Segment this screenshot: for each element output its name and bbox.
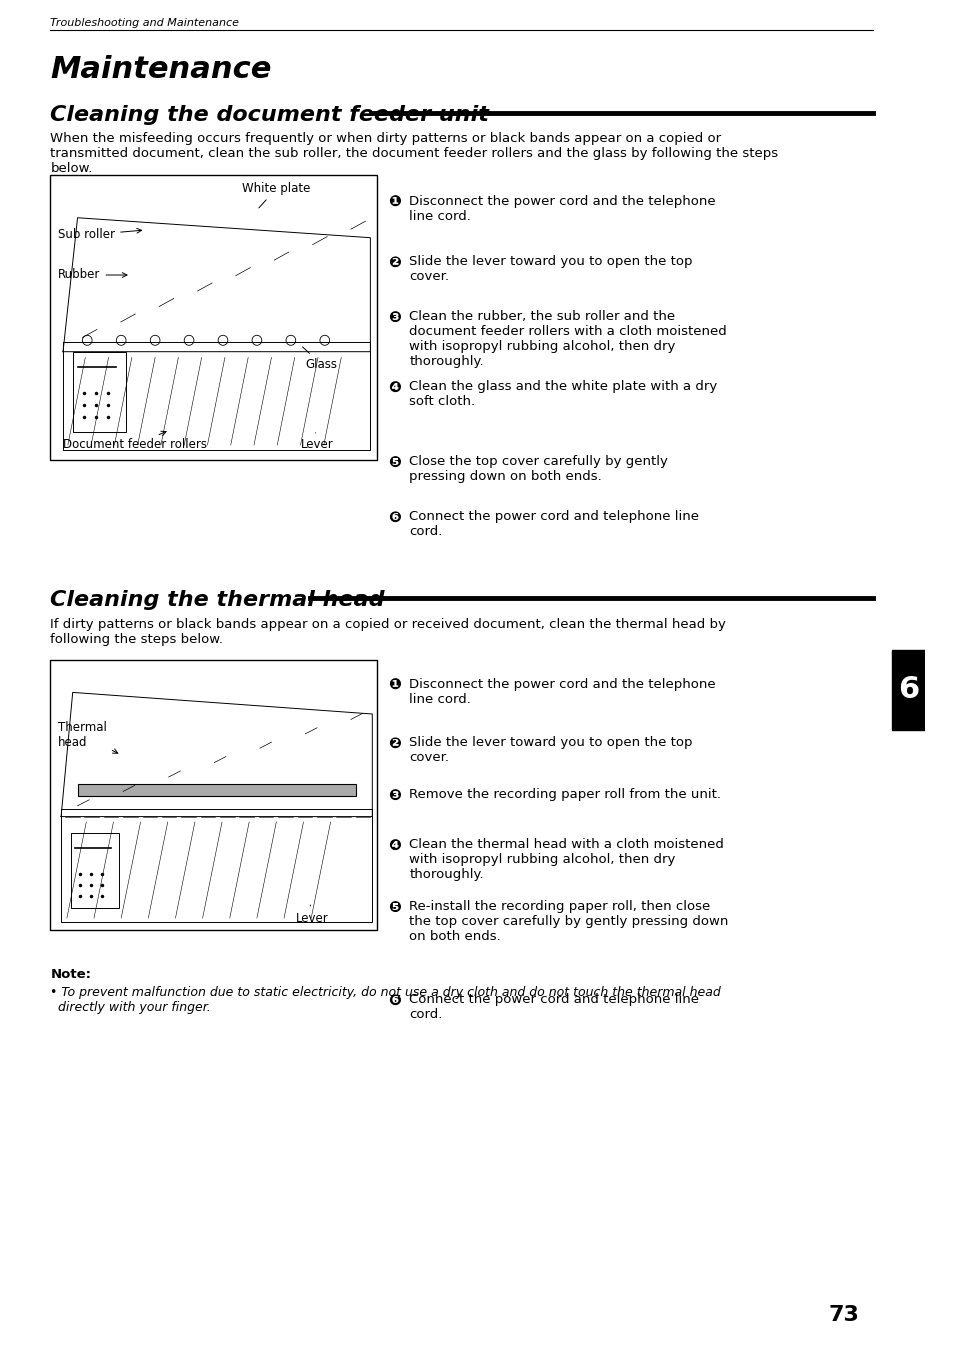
Bar: [51, 660, 376, 929]
Text: Slide the lever toward you to open the top
cover.: Slide the lever toward you to open the t…: [409, 255, 692, 283]
Text: ❶: ❶: [388, 679, 400, 693]
Text: When the misfeeding occurs frequently or when dirty patterns or black bands appe: When the misfeeding occurs frequently or…: [51, 132, 778, 175]
Text: ❸: ❸: [388, 310, 400, 325]
Text: ❻: ❻: [388, 993, 400, 1008]
Text: Troubleshooting and Maintenance: Troubleshooting and Maintenance: [51, 18, 239, 28]
Bar: [891, 650, 924, 730]
Text: Thermal
head: Thermal head: [58, 720, 117, 753]
Bar: [72, 352, 126, 432]
Text: Slide the lever toward you to open the top
cover.: Slide the lever toward you to open the t…: [409, 737, 692, 764]
Text: Cleaning the document feeder unit: Cleaning the document feeder unit: [51, 105, 489, 125]
Text: ❸: ❸: [388, 788, 400, 803]
Text: Sub roller: Sub roller: [58, 228, 141, 241]
Text: Disconnect the power cord and the telephone
line cord.: Disconnect the power cord and the teleph…: [409, 196, 715, 223]
Bar: [51, 175, 376, 460]
Text: ❹: ❹: [388, 380, 400, 395]
Text: Remove the recording paper roll from the unit.: Remove the recording paper roll from the…: [409, 788, 720, 801]
Bar: [77, 784, 355, 796]
Text: Lever: Lever: [295, 905, 328, 924]
Text: Maintenance: Maintenance: [51, 55, 272, 84]
Text: • To prevent malfunction due to static electricity, do not use a dry cloth and d: • To prevent malfunction due to static e…: [51, 986, 720, 1014]
Text: ❺: ❺: [388, 455, 400, 469]
Text: Re-install the recording paper roll, then close
the top cover carefully by gentl: Re-install the recording paper roll, the…: [409, 900, 728, 943]
Text: Glass: Glass: [302, 347, 337, 371]
Text: ❺: ❺: [388, 900, 400, 915]
Text: Document feeder rollers: Document feeder rollers: [63, 432, 207, 452]
Text: Disconnect the power cord and the telephone
line cord.: Disconnect the power cord and the teleph…: [409, 679, 715, 706]
Text: ❻: ❻: [388, 510, 400, 525]
Text: Clean the glass and the white plate with a dry
soft cloth.: Clean the glass and the white plate with…: [409, 380, 717, 407]
Text: White plate: White plate: [242, 182, 311, 208]
Bar: [71, 834, 119, 908]
Text: ❹: ❹: [388, 838, 400, 853]
Text: Note:: Note:: [51, 969, 91, 981]
Text: Cleaning the thermal head: Cleaning the thermal head: [51, 590, 384, 610]
Bar: [63, 341, 370, 451]
Text: 73: 73: [827, 1304, 858, 1325]
Text: If dirty patterns or black bands appear on a copied or received document, clean : If dirty patterns or black bands appear …: [51, 618, 725, 646]
Text: Rubber: Rubber: [58, 268, 127, 282]
Text: Clean the rubber, the sub roller and the
document feeder rollers with a cloth mo: Clean the rubber, the sub roller and the…: [409, 310, 726, 368]
Bar: [61, 808, 372, 921]
Text: Connect the power cord and telephone line
cord.: Connect the power cord and telephone lin…: [409, 993, 699, 1021]
Text: Lever: Lever: [300, 433, 333, 452]
Text: Clean the thermal head with a cloth moistened
with isopropyl rubbing alcohol, th: Clean the thermal head with a cloth mois…: [409, 838, 723, 881]
Text: 6: 6: [897, 676, 918, 704]
Text: ❷: ❷: [388, 255, 400, 270]
Text: ❷: ❷: [388, 737, 400, 751]
Text: ❶: ❶: [388, 196, 400, 210]
Text: Close the top cover carefully by gently
pressing down on both ends.: Close the top cover carefully by gently …: [409, 455, 667, 483]
Text: Connect the power cord and telephone line
cord.: Connect the power cord and telephone lin…: [409, 510, 699, 538]
